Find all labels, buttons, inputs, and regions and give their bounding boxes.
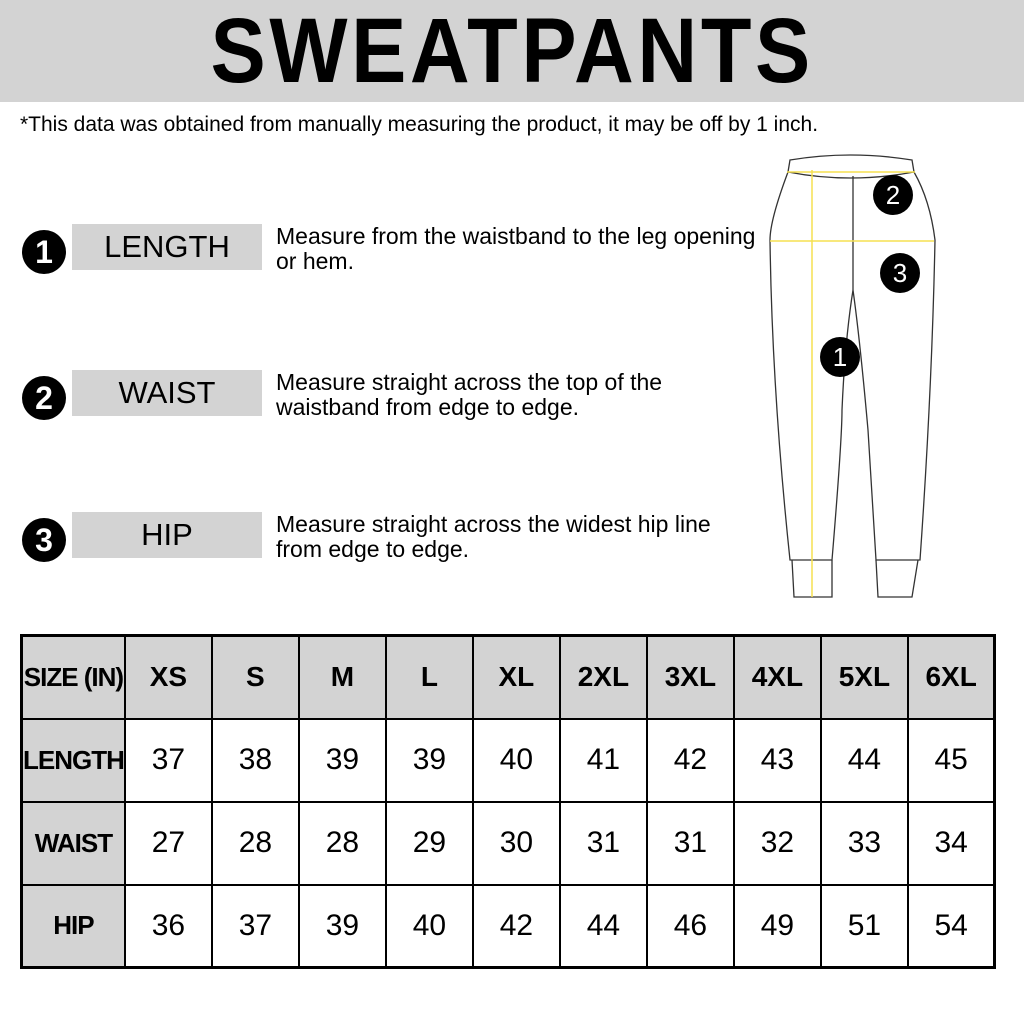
row-header: HIP <box>20 883 126 969</box>
table-cell: 33 <box>819 800 909 886</box>
measure-length: 1 LENGTH Measure from the waistband to t… <box>22 224 755 274</box>
table-cell: 40 <box>384 883 474 969</box>
number-badge: 3 <box>22 518 66 562</box>
table-cell: 32 <box>732 800 822 886</box>
size-header: XS <box>123 634 213 720</box>
table-cell: 31 <box>645 800 735 886</box>
table-cell: 44 <box>819 717 909 803</box>
table-cell: 37 <box>123 717 213 803</box>
table-row: WAIST 27 28 28 29 30 31 31 32 33 34 <box>20 800 996 886</box>
table-cell: 36 <box>123 883 213 969</box>
size-header: 4XL <box>732 634 822 720</box>
table-cell: 34 <box>906 800 996 886</box>
table-cell: 38 <box>210 717 300 803</box>
table-cell: 28 <box>297 800 387 886</box>
svg-text:1: 1 <box>833 342 847 372</box>
measure-label: HIP <box>72 512 262 558</box>
size-header: 6XL <box>906 634 996 720</box>
measure-hip: 3 HIP Measure straight across the widest… <box>22 512 742 562</box>
table-cell: 29 <box>384 800 474 886</box>
size-table: SIZE (IN) XS S M L XL 2XL 3XL 4XL 5XL 6X… <box>20 634 997 969</box>
table-cell: 30 <box>471 800 561 886</box>
row-header: WAIST <box>20 800 126 886</box>
page-title: SWEATPANTS <box>210 0 814 102</box>
table-cell: 37 <box>210 883 300 969</box>
measure-waist: 2 WAIST Measure straight across the top … <box>22 370 742 420</box>
table-cell: 42 <box>645 717 735 803</box>
number-badge: 2 <box>22 376 66 420</box>
table-cell: 40 <box>471 717 561 803</box>
row-header: LENGTH <box>20 717 126 803</box>
table-cell: 42 <box>471 883 561 969</box>
disclaimer-note: *This data was obtained from manually me… <box>20 113 819 136</box>
number-badge: 1 <box>22 230 66 274</box>
size-header: 2XL <box>558 634 648 720</box>
table-row: HIP 36 37 39 40 42 44 46 49 51 54 <box>20 883 996 969</box>
measure-label: LENGTH <box>72 224 262 270</box>
measure-description: Measure straight across the widest hip l… <box>276 511 711 562</box>
table-cell: 44 <box>558 883 648 969</box>
table-cell: 28 <box>210 800 300 886</box>
size-header: M <box>297 634 387 720</box>
marker-3-icon: 3 <box>880 253 920 293</box>
header-row: SIZE (IN) XS S M L XL 2XL 3XL 4XL 5XL 6X… <box>20 634 996 720</box>
measure-label: WAIST <box>72 370 262 416</box>
table-cell: 43 <box>732 717 822 803</box>
title-banner: SWEATPANTS <box>0 0 1024 102</box>
table-cell: 39 <box>297 717 387 803</box>
size-header: L <box>384 634 474 720</box>
sweatpants-diagram: 2 3 1 <box>769 154 936 598</box>
svg-text:3: 3 <box>893 258 907 288</box>
size-header: XL <box>471 634 561 720</box>
table-cell: 39 <box>384 717 474 803</box>
table-cell: 45 <box>906 717 996 803</box>
table-cell: 41 <box>558 717 648 803</box>
table-cell: 39 <box>297 883 387 969</box>
size-header: 3XL <box>645 634 735 720</box>
table-cell: 51 <box>819 883 909 969</box>
corner-header: SIZE (IN) <box>20 634 126 720</box>
table-cell: 31 <box>558 800 648 886</box>
table-cell: 27 <box>123 800 213 886</box>
size-header: S <box>210 634 300 720</box>
marker-2-icon: 2 <box>873 175 913 215</box>
measure-description: Measure straight across the top of the w… <box>276 369 663 420</box>
size-header: 5XL <box>819 634 909 720</box>
marker-1-icon: 1 <box>820 337 860 377</box>
measure-description: Measure from the waistband to the leg op… <box>276 223 756 274</box>
table-cell: 46 <box>645 883 735 969</box>
svg-text:2: 2 <box>886 180 900 210</box>
table-cell: 54 <box>906 883 996 969</box>
table-row: LENGTH 37 38 39 39 40 41 42 43 44 45 <box>20 717 996 803</box>
table-cell: 49 <box>732 883 822 969</box>
